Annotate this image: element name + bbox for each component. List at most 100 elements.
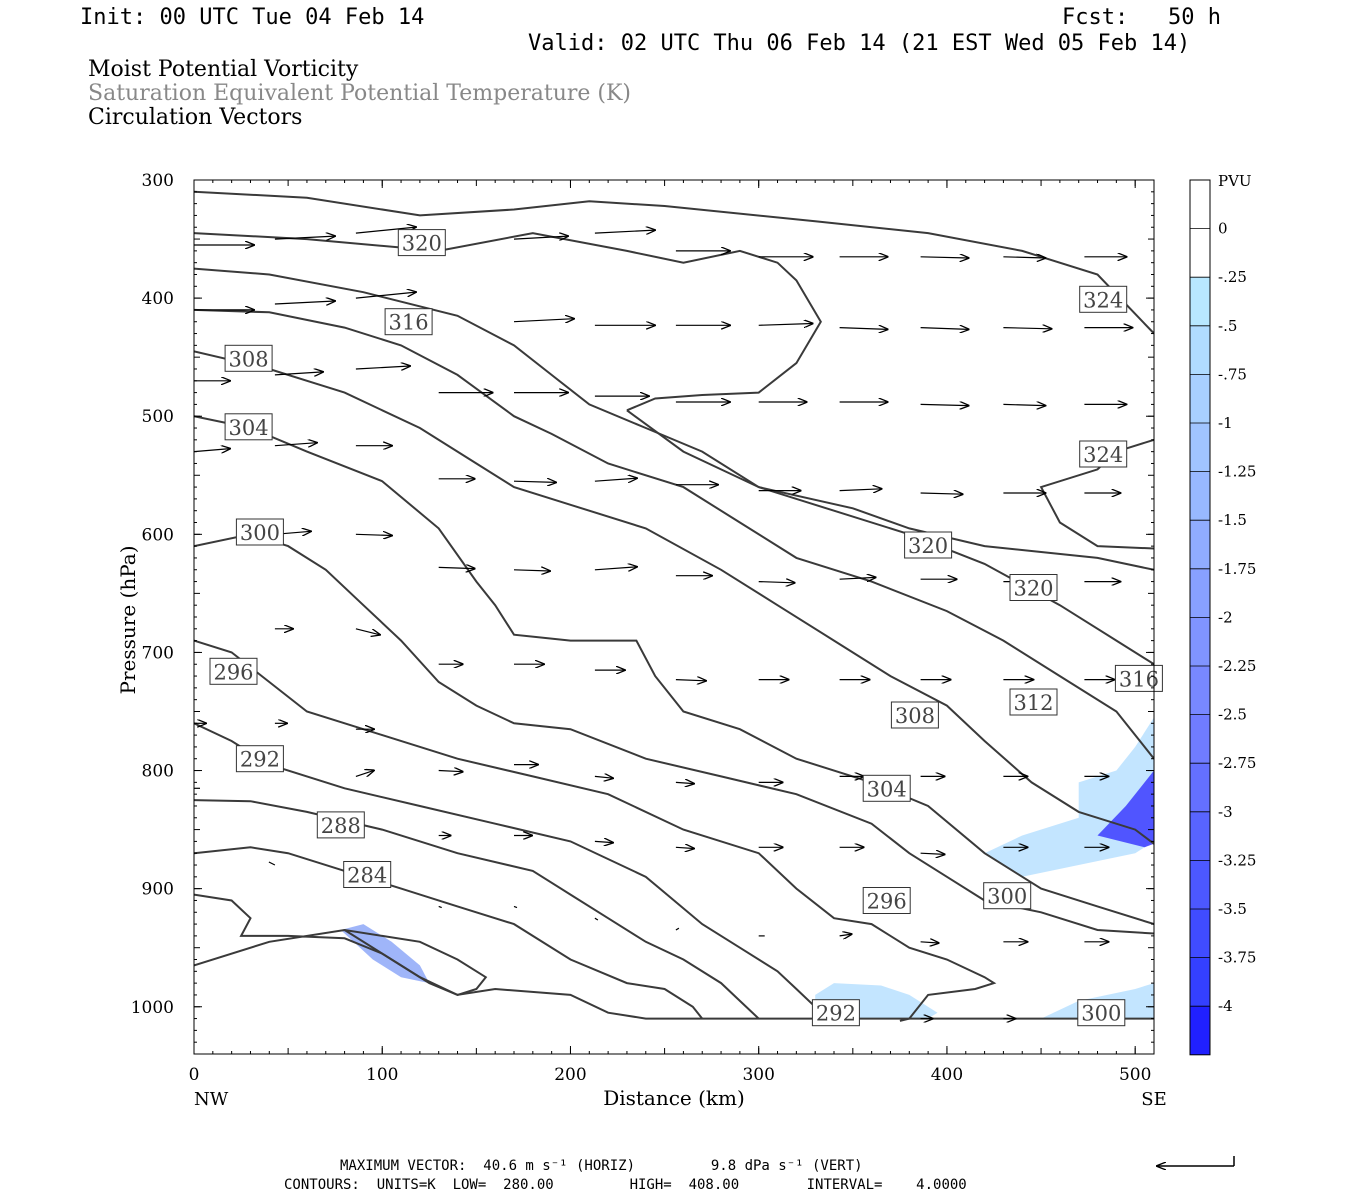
contour-label: 292 [811, 999, 860, 1027]
colorbar-swatch [1190, 471, 1210, 521]
vector-arrow [594, 230, 655, 233]
vector-arrow [268, 861, 276, 866]
contour-288 [194, 799, 760, 1020]
contour-320 [626, 409, 1154, 571]
theta-contours [194, 190, 1154, 1022]
vector-arrow [675, 927, 680, 931]
vector-arrow [675, 680, 706, 681]
colorbar-label: -3 [1218, 803, 1233, 821]
svg-text:300: 300 [240, 521, 280, 545]
plot-frame [193, 179, 1155, 1055]
contour-308 [194, 350, 1154, 845]
svg-text:300: 300 [987, 885, 1027, 909]
svg-text:296: 296 [213, 660, 253, 684]
x-tick-label: 200 [554, 1065, 586, 1085]
svg-text:304: 304 [867, 777, 907, 801]
x-tick-label: 400 [931, 1065, 963, 1085]
y-tick-label: 800 [142, 762, 174, 782]
y-tick-label: 300 [142, 171, 174, 191]
field-title-vectors: Circulation Vectors [88, 105, 303, 130]
vector-arrow [513, 570, 550, 571]
contour-label: 320 [397, 229, 446, 257]
contour-320 [194, 232, 822, 412]
colorbar-unit: PVU [1218, 172, 1252, 190]
x-tick-label: 0 [189, 1065, 200, 1085]
contour-296 [194, 639, 997, 1022]
colorbar-swatch [1190, 763, 1210, 812]
svg-text:288: 288 [321, 814, 361, 838]
colorbar-label: -3.25 [1218, 851, 1256, 869]
vector-arrow [758, 324, 813, 326]
vector-arrow [513, 319, 574, 322]
colorbar-swatch [1190, 568, 1210, 618]
vector-arrow [274, 443, 317, 446]
vector-arrow [839, 934, 852, 936]
vector-arrow [1003, 404, 1045, 405]
init-time: Init: 00 UTC Tue 04 Feb 14 [80, 5, 425, 30]
x-tick-label: 500 [1119, 1065, 1151, 1085]
svg-text:300: 300 [1081, 1002, 1121, 1026]
y-tick-label: 1000 [131, 998, 174, 1018]
vector-arrow [675, 782, 694, 783]
svg-text:312: 312 [1013, 691, 1053, 715]
colorbar-label: -1.5 [1218, 511, 1247, 529]
colorbar-swatch [1190, 909, 1210, 958]
y-tick-label: 500 [142, 407, 174, 427]
colorbar-label: -2.25 [1218, 657, 1256, 675]
svg-text:324: 324 [1083, 288, 1123, 312]
contour-label: 284 [343, 861, 392, 888]
contours-info-text: CONTOURS: UNITS=K LOW= 280.00 HIGH= 408.… [284, 1177, 967, 1193]
vector-arrow [355, 292, 416, 299]
reference-vector-icon [1157, 1156, 1235, 1166]
vector-arrow [355, 770, 374, 776]
vector-arrow [920, 404, 969, 405]
colorbar-swatch [1190, 617, 1210, 666]
contour-280 [344, 929, 1154, 1020]
y-tick-label: 600 [142, 525, 174, 545]
contour-label: 292 [235, 745, 284, 773]
x-tick-label: 100 [366, 1065, 398, 1085]
colorbar-label: -.5 [1218, 317, 1237, 335]
colorbar-swatch [1190, 277, 1210, 326]
colorbar-label: -3.75 [1218, 949, 1256, 967]
max-vector-text: MAXIMUM VECTOR: 40.6 m s⁻¹ (HORIZ) 9.8 d… [340, 1158, 863, 1174]
vector-arrow [1003, 328, 1051, 329]
colorbar-label: -4 [1218, 997, 1233, 1015]
colorbar-swatch [1190, 860, 1210, 909]
vector-arrow [839, 489, 882, 491]
colorbar-swatch [1190, 957, 1210, 1007]
colorbar-label: -1 [1218, 414, 1233, 432]
vector-arrow [194, 449, 230, 452]
vector-arrow [438, 567, 475, 568]
vector-arrow [920, 942, 939, 943]
contour-label: 308 [224, 344, 273, 372]
colorbar-label: -.75 [1218, 365, 1247, 383]
vector-arrow [675, 847, 694, 848]
contour-label: 288 [316, 811, 365, 839]
svg-text:308: 308 [895, 704, 935, 728]
contour-label: 300 [1077, 999, 1126, 1027]
y-tick-label: 700 [142, 643, 174, 663]
colorbar-swatch [1190, 325, 1210, 375]
pv-shading [340, 717, 1154, 1019]
y-tick-label: 900 [142, 880, 174, 900]
vector-arrow [594, 841, 613, 842]
vector-arrow [920, 853, 945, 854]
contour-324 [194, 190, 1154, 335]
colorbar-swatch [1190, 714, 1210, 764]
pv-region-0 [984, 717, 1154, 877]
contour-label: 320 [1009, 574, 1058, 601]
colorbar-swatch [1190, 811, 1210, 861]
colorbar-label: -1.25 [1218, 463, 1256, 481]
contour-284 [194, 846, 703, 1020]
contour-label: 304 [862, 774, 911, 802]
vector-arrow [920, 328, 969, 330]
vector-arrow [274, 236, 335, 239]
colorbar-label: -1.75 [1218, 560, 1256, 578]
svg-text:296: 296 [867, 890, 907, 914]
svg-text:320: 320 [402, 232, 442, 256]
svg-text:320: 320 [1013, 577, 1053, 601]
forecast-hour: Fcst: 50 h [1062, 5, 1221, 30]
contour-label: 304 [224, 413, 273, 441]
